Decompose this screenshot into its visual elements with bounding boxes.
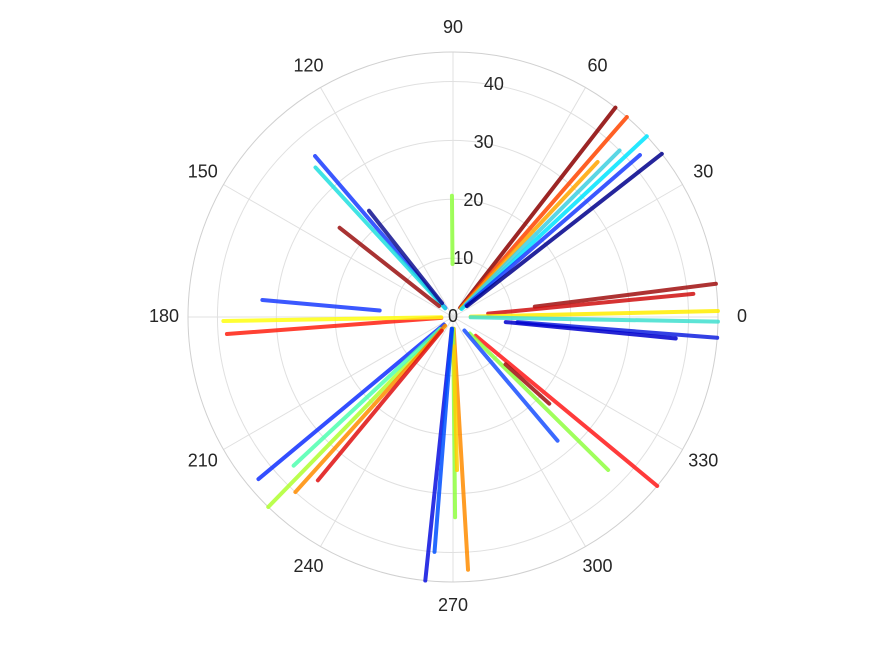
r-tick-label: 30: [474, 132, 494, 152]
grid-spoke: [452, 184, 683, 318]
grid-spoke: [223, 316, 454, 450]
ray: [315, 328, 444, 483]
theta-tick-label: 210: [188, 450, 218, 470]
theta-tick-label: 300: [582, 556, 612, 576]
ray: [467, 331, 611, 472]
ray: [458, 105, 618, 310]
r-tick-label: 10: [453, 248, 473, 268]
grid-spoke: [452, 87, 586, 318]
ray: [432, 326, 455, 554]
theta-tick-label: 240: [293, 556, 323, 576]
theta-tick-label: 120: [293, 55, 323, 75]
theta-tick-label: 150: [188, 161, 218, 181]
grid-spoke: [320, 87, 454, 318]
outer-ring: [187, 51, 719, 583]
ray: [367, 208, 445, 306]
ray: [449, 193, 455, 267]
ray: [464, 151, 664, 309]
ray: [337, 225, 442, 309]
r-tick-label: 40: [484, 74, 504, 94]
ray: [503, 362, 552, 406]
theta-tick-label: 270: [438, 595, 468, 615]
ray: [291, 327, 443, 468]
theta-tick-label: 180: [149, 306, 179, 326]
theta-tick-label: 90: [443, 17, 463, 37]
ray: [293, 323, 448, 495]
grid-spoke: [452, 316, 586, 547]
ray: [260, 297, 382, 313]
theta-tick-label: 0: [737, 306, 747, 326]
grid-spoke: [223, 184, 454, 318]
ray: [468, 308, 720, 319]
ray: [503, 320, 678, 341]
r-tick-label: 20: [463, 190, 483, 210]
ray: [468, 315, 720, 324]
ray: [224, 315, 444, 336]
grid-spoke: [320, 316, 454, 547]
ray: [266, 323, 447, 509]
theta-tick-label: 330: [688, 450, 718, 470]
ray: [256, 322, 446, 482]
ray: [451, 344, 460, 473]
ray: [464, 153, 642, 308]
ray: [532, 281, 718, 309]
ray: [313, 165, 448, 311]
ray: [462, 328, 560, 443]
ray: [473, 333, 660, 488]
theta-tick-label: 30: [693, 161, 713, 181]
theta-tick-label: 60: [587, 55, 607, 75]
ray: [486, 291, 696, 316]
r-tick-label: 0: [448, 306, 458, 326]
ray: [463, 148, 622, 307]
ray: [221, 315, 444, 324]
grid-spoke: [452, 316, 683, 450]
